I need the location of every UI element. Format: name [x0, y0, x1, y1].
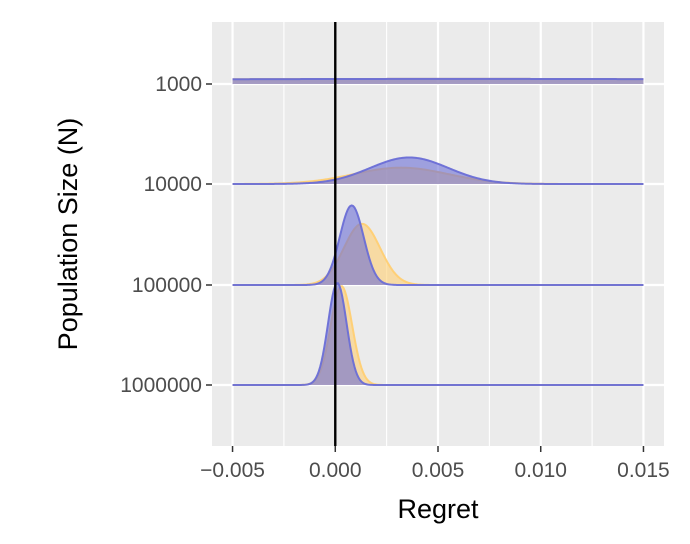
- x-tick-label: 0.000: [309, 459, 362, 482]
- x-axis: −0.005 0.000 0.005 0.010 0.015: [200, 446, 670, 482]
- y-tick-label: 100000: [132, 274, 202, 297]
- x-tick-label: 0.005: [412, 459, 465, 482]
- density-outline-100000-series-2: [232, 204, 644, 286]
- x-tick-label: 0.010: [514, 459, 567, 482]
- density-outline-10000-series-2: [232, 156, 644, 185]
- x-tick-label: −0.005: [200, 459, 265, 482]
- minor-grid: [283, 22, 593, 446]
- x-tick-label: 0.015: [617, 459, 670, 482]
- ridge-row-1000: [232, 77, 644, 84]
- y-tick-label: 1000: [155, 73, 202, 96]
- density-outline-1000000-series-2: [232, 282, 644, 386]
- y-tick-label: 10000: [144, 173, 202, 196]
- y-tick-label: 1000000: [120, 374, 202, 397]
- y-axis-title: Population Size (N): [53, 118, 83, 351]
- y-axis-title-text: Population Size (N): [53, 118, 83, 351]
- density-area-10000-series-2: [232, 157, 644, 184]
- y-axis: 1000 10000 100000 1000000: [120, 73, 212, 397]
- x-axis-title: Regret: [397, 494, 479, 524]
